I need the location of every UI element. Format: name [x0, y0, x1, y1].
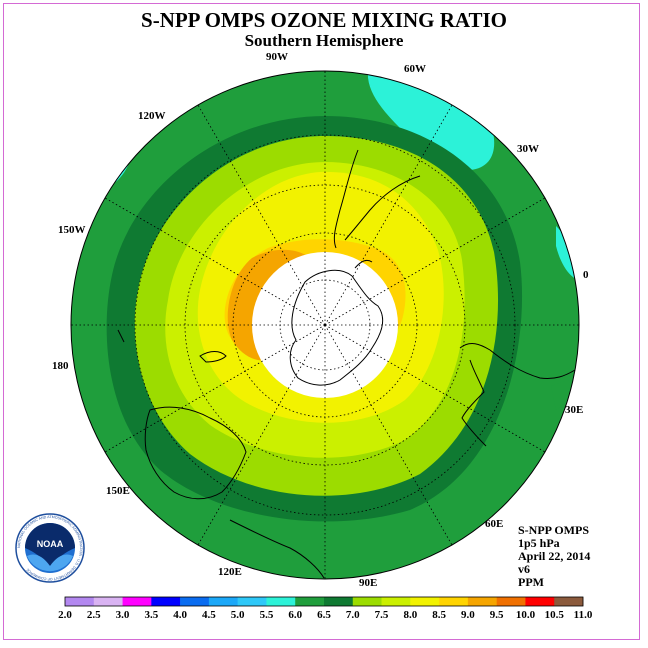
colorbar-tick-label: 7.0	[346, 609, 360, 621]
colorbar-swatch	[180, 597, 210, 606]
info-block: S-NPP OMPS 1p5 hPa April 22, 2014 v6 PPM	[518, 524, 590, 589]
colorbar-tick-label: 11.0	[574, 609, 593, 621]
lon-label-150w: 150W	[58, 224, 86, 236]
colorbar-swatch	[151, 597, 181, 606]
colorbar-tick-label: 8.0	[403, 609, 417, 621]
noaa-logo: NOAA NATIONAL OCEANIC AND ATMOSPHERIC AD…	[15, 513, 85, 583]
colorbar-swatch	[237, 597, 267, 606]
lon-label-90w: 90W	[266, 51, 288, 63]
colorbar-swatch	[324, 597, 354, 606]
band-6-0-patch	[551, 378, 576, 410]
colorbar-swatch	[122, 597, 152, 606]
colorbar-tick-label: 4.5	[202, 609, 216, 621]
colorbar-swatch	[266, 597, 296, 606]
colorbar-swatch	[295, 597, 325, 606]
colorbar-swatch	[381, 597, 411, 606]
info-version: v6	[518, 562, 530, 576]
africa-coast	[459, 343, 576, 447]
colorbar-tick-label: 5.0	[231, 609, 245, 621]
info-date: April 22, 2014	[518, 549, 591, 563]
colorbar-tick-label: 6.0	[288, 609, 302, 621]
coastlines	[117, 149, 576, 579]
colorbar-tick-label: 6.5	[317, 609, 331, 621]
colorbar-swatch	[410, 597, 440, 606]
asia-coast	[229, 519, 325, 579]
lon-label-120w: 120W	[138, 110, 166, 122]
lon-label-0: 0	[583, 269, 589, 281]
noaa-logo-text: NOAA	[37, 539, 64, 549]
colorbar-swatch	[352, 597, 382, 606]
lon-label-150e: 150E	[106, 485, 130, 497]
info-level: 1p5 hPa	[518, 536, 560, 550]
colorbar-tick-label: 8.5	[432, 609, 446, 621]
colorbar-tick-label: 10.5	[545, 609, 565, 621]
band-5-5-patch-northeast	[367, 71, 495, 171]
colorbar-tick-label: 9.5	[490, 609, 504, 621]
lon-label-60w: 60W	[404, 63, 426, 75]
colorbar-swatch	[65, 597, 95, 606]
colorbar-tick-label: 2.0	[58, 609, 72, 621]
new-zealand-coast	[199, 351, 227, 363]
colorbar-swatch	[496, 597, 526, 606]
australia-coast	[144, 406, 247, 500]
globe-outline	[70, 70, 580, 580]
colorbar-tick-label: 10.0	[516, 609, 536, 621]
lon-label-30e: 30E	[565, 404, 583, 416]
colorbar-swatch	[439, 597, 469, 606]
colorbar-outline	[64, 596, 584, 607]
lon-label-60e: 60E	[485, 518, 503, 530]
lon-label-90e: 90E	[359, 577, 377, 589]
colorbar-swatch	[93, 597, 123, 606]
info-units: PPM	[518, 575, 544, 589]
colorbar-tick-label: 5.5	[260, 609, 274, 621]
island-coast	[117, 329, 125, 343]
south-america-coast	[333, 149, 421, 249]
antarctica-coast	[289, 269, 384, 386]
lon-label-180: 180	[52, 360, 69, 372]
map-title: S-NPP OMPS OZONE MIXING RATIO	[141, 8, 507, 32]
south-pole-marker	[323, 323, 327, 327]
colorbar-tick-label: 9.0	[461, 609, 475, 621]
colorbar-swatch	[208, 597, 238, 606]
figure-frame	[3, 3, 640, 640]
colorbar-tick-label: 3.0	[116, 609, 130, 621]
colorbar-tick-label: 4.0	[173, 609, 187, 621]
colorbar-swatch	[467, 597, 497, 606]
colorbar-tick-label: 3.5	[144, 609, 158, 621]
info-product: S-NPP OMPS	[518, 523, 589, 537]
colorbar-swatch	[525, 597, 555, 606]
colorbar: 2.0 2.5 3.0 3.5 4.0 4.5 5.0 5.5 6.0 6.5 7.0 7.5 8.0 8…	[58, 596, 593, 621]
colorbar-tick-label: 7.5	[375, 609, 389, 621]
colorbar-swatch	[554, 597, 584, 606]
lon-label-120e: 120E	[218, 566, 242, 578]
map-subtitle: Southern Hemisphere	[244, 31, 404, 50]
longitude-labels: 0 30W 60W 90W 120W 150W 180 150E 120E 90…	[52, 51, 589, 589]
antarctic-peninsula	[354, 259, 373, 269]
lon-label-30w: 30W	[517, 143, 539, 155]
colorbar-tick-label: 2.5	[87, 609, 101, 621]
